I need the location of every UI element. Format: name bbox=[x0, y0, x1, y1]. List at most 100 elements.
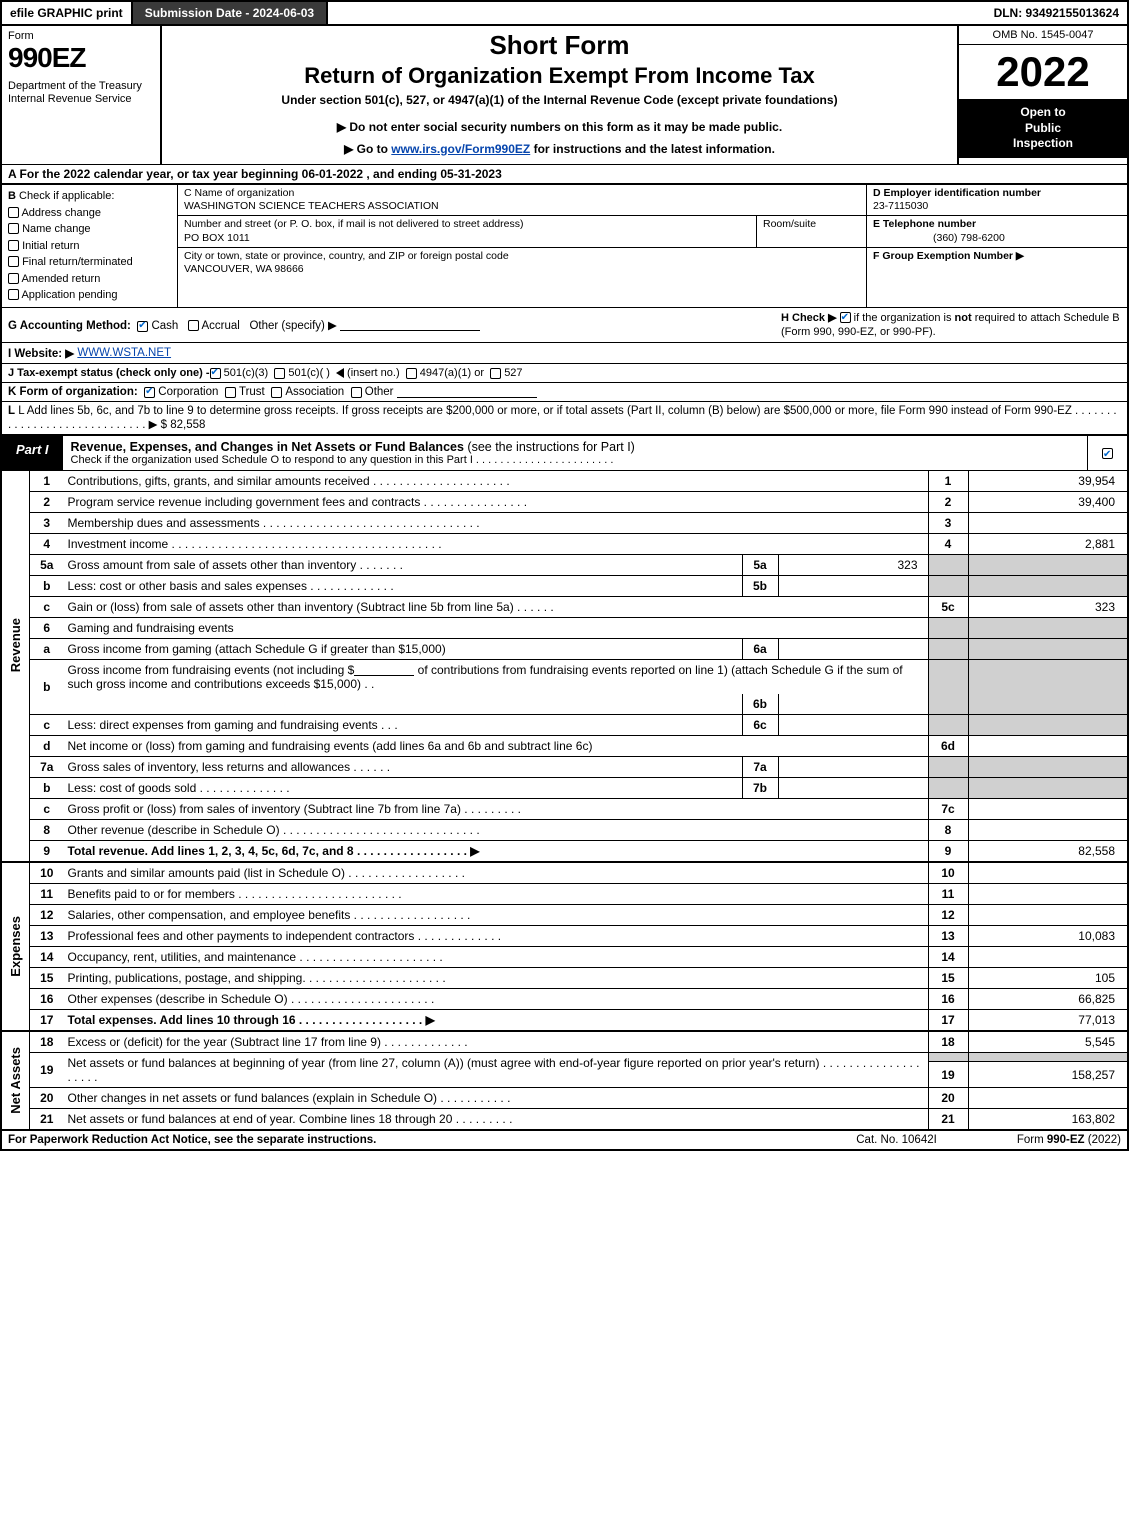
bullet-2-pre: ▶ Go to bbox=[344, 142, 391, 156]
ibox-7b-v bbox=[778, 778, 928, 799]
desc-13: Professional fees and other payments to … bbox=[64, 926, 929, 947]
desc-7a: Gross sales of inventory, less returns a… bbox=[64, 757, 743, 778]
checkbox-address-change[interactable] bbox=[8, 207, 19, 218]
bullet-2-post: for instructions and the latest informat… bbox=[530, 142, 775, 156]
g-label: G Accounting Method: bbox=[8, 320, 131, 332]
k-assoc: Association bbox=[285, 386, 344, 398]
k-other-blank[interactable] bbox=[397, 386, 537, 398]
dept-label: Department of the Treasury Internal Reve… bbox=[8, 80, 154, 106]
ibox-5a-l: 5a bbox=[742, 555, 778, 576]
checkbox-accrual[interactable] bbox=[188, 320, 199, 331]
footer-paperwork: For Paperwork Reduction Act Notice, see … bbox=[8, 1134, 376, 1146]
table-row: 16Other expenses (describe in Schedule O… bbox=[1, 989, 1128, 1010]
table-row: cLess: direct expenses from gaming and f… bbox=[1, 715, 1128, 736]
column-b: B Check if applicable: Address change Na… bbox=[2, 185, 178, 307]
h-check: H Check ▶ if the organization is not req… bbox=[781, 311, 1121, 340]
checkbox-527[interactable] bbox=[490, 368, 501, 379]
val-10 bbox=[968, 862, 1128, 884]
checkbox-cash[interactable] bbox=[137, 321, 148, 332]
j-501c: 501(c)( ) bbox=[288, 367, 330, 379]
num-6d: 6d bbox=[928, 736, 968, 757]
desc-16: Other expenses (describe in Schedule O) … bbox=[64, 989, 929, 1010]
row-l-gross-receipts: L L Add lines 5b, 6c, and 7b to line 9 t… bbox=[0, 402, 1129, 436]
part-i-check-cell bbox=[1087, 436, 1127, 470]
subtitle: Under section 501(c), 527, or 4947(a)(1)… bbox=[170, 93, 949, 107]
lines-table: Revenue 1Contributions, gifts, grants, a… bbox=[0, 471, 1129, 1131]
table-row: 15Printing, publications, postage, and s… bbox=[1, 968, 1128, 989]
h-pre: H Check ▶ bbox=[781, 312, 840, 324]
k-trust: Trust bbox=[239, 386, 265, 398]
table-row: 9Total revenue. Add lines 1, 2, 3, 4, 5c… bbox=[1, 841, 1128, 863]
opt-amended-return: Amended return bbox=[21, 273, 100, 285]
val-6d bbox=[968, 736, 1128, 757]
val-7c bbox=[968, 799, 1128, 820]
checkbox-initial-return[interactable] bbox=[8, 240, 19, 251]
desc-7c: Gross profit or (loss) from sales of inv… bbox=[64, 799, 929, 820]
ibox-5b-l: 5b bbox=[742, 576, 778, 597]
checkbox-501c[interactable] bbox=[274, 368, 285, 379]
table-row: cGain or (loss) from sale of assets othe… bbox=[1, 597, 1128, 618]
table-row: 14Occupancy, rent, utilities, and mainte… bbox=[1, 947, 1128, 968]
irs-link[interactable]: www.irs.gov/Form990EZ bbox=[391, 142, 530, 156]
desc-9: Total revenue. Add lines 1, 2, 3, 4, 5c,… bbox=[64, 841, 929, 863]
num-3: 3 bbox=[928, 513, 968, 534]
desc-6a: Gross income from gaming (attach Schedul… bbox=[64, 639, 743, 660]
checkbox-trust[interactable] bbox=[225, 387, 236, 398]
checkbox-corporation[interactable] bbox=[144, 387, 155, 398]
g-other-blank[interactable] bbox=[340, 319, 480, 331]
b-label: B bbox=[8, 190, 16, 202]
table-row: 4Investment income . . . . . . . . . . .… bbox=[1, 534, 1128, 555]
c-name-cell: C Name of organization WASHINGTON SCIENC… bbox=[178, 185, 867, 216]
submission-date-label: Submission Date - 2024-06-03 bbox=[133, 2, 328, 24]
header-bullets: ▶ Do not enter social security numbers o… bbox=[170, 117, 949, 160]
table-row: 5aGross amount from sale of assets other… bbox=[1, 555, 1128, 576]
open-to-public: Open to Public Inspection bbox=[959, 99, 1127, 158]
desc-1: Contributions, gifts, grants, and simila… bbox=[64, 471, 929, 492]
table-row: 7aGross sales of inventory, less returns… bbox=[1, 757, 1128, 778]
checkbox-application-pending[interactable] bbox=[8, 289, 19, 300]
desc-4: Investment income . . . . . . . . . . . … bbox=[64, 534, 929, 555]
h-mid: if the organization is bbox=[851, 312, 955, 324]
table-row: 19Net assets or fund balances at beginni… bbox=[1, 1053, 1128, 1062]
checkbox-part-i-sched-o[interactable] bbox=[1102, 448, 1113, 459]
checkbox-final-return[interactable] bbox=[8, 256, 19, 267]
num-18: 18 bbox=[928, 1031, 968, 1053]
city-value: VANCOUVER, WA 98666 bbox=[184, 263, 304, 275]
table-row: 21Net assets or fund balances at end of … bbox=[1, 1109, 1128, 1131]
desc-11: Benefits paid to or for members . . . . … bbox=[64, 884, 929, 905]
g-accounting: G Accounting Method: Cash Accrual Other … bbox=[8, 318, 781, 332]
num-16: 16 bbox=[928, 989, 968, 1010]
h-not: not bbox=[955, 312, 972, 324]
e-label: E Telephone number bbox=[873, 218, 976, 230]
checkbox-name-change[interactable] bbox=[8, 223, 19, 234]
num-19: 19 bbox=[928, 1062, 968, 1088]
num-9: 9 bbox=[928, 841, 968, 863]
num-21: 21 bbox=[928, 1109, 968, 1131]
ibox-6c-v bbox=[778, 715, 928, 736]
val-9: 82,558 bbox=[968, 841, 1128, 863]
table-row: 12Salaries, other compensation, and empl… bbox=[1, 905, 1128, 926]
column-c-to-f: C Name of organization WASHINGTON SCIENC… bbox=[178, 185, 1127, 307]
g-cash: Cash bbox=[151, 320, 178, 332]
desc-15: Printing, publications, postage, and shi… bbox=[64, 968, 929, 989]
checkbox-amended-return[interactable] bbox=[8, 273, 19, 284]
c-name-label: C Name of organization bbox=[184, 187, 294, 199]
checkbox-501c3[interactable] bbox=[210, 368, 221, 379]
efile-print-button[interactable]: efile GRAPHIC print bbox=[2, 2, 133, 24]
title-return: Return of Organization Exempt From Incom… bbox=[170, 63, 949, 89]
checkbox-h[interactable] bbox=[840, 312, 851, 323]
g-other: Other (specify) ▶ bbox=[249, 320, 336, 332]
checkbox-4947[interactable] bbox=[406, 368, 417, 379]
website-link[interactable]: WWW.WSTA.NET bbox=[77, 347, 171, 359]
tax-year: 2022 bbox=[959, 45, 1127, 99]
checkbox-other[interactable] bbox=[351, 387, 362, 398]
table-row: 2Program service revenue including gover… bbox=[1, 492, 1128, 513]
desc-21: Net assets or fund balances at end of ye… bbox=[64, 1109, 929, 1131]
num-7c: 7c bbox=[928, 799, 968, 820]
val-8 bbox=[968, 820, 1128, 841]
num-12: 12 bbox=[928, 905, 968, 926]
checkbox-association[interactable] bbox=[271, 387, 282, 398]
num-20: 20 bbox=[928, 1088, 968, 1109]
desc-5c: Gain or (loss) from sale of assets other… bbox=[64, 597, 929, 618]
j-insert: (insert no.) bbox=[347, 367, 400, 379]
